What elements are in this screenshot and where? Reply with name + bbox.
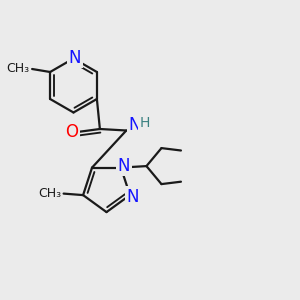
- Text: N: N: [118, 157, 130, 175]
- Text: N: N: [127, 188, 139, 206]
- Text: N: N: [69, 49, 81, 67]
- Text: H: H: [140, 116, 150, 130]
- Text: O: O: [65, 123, 79, 141]
- Text: CH₃: CH₃: [7, 62, 30, 75]
- Text: N: N: [129, 116, 141, 134]
- Text: CH₃: CH₃: [38, 187, 61, 200]
